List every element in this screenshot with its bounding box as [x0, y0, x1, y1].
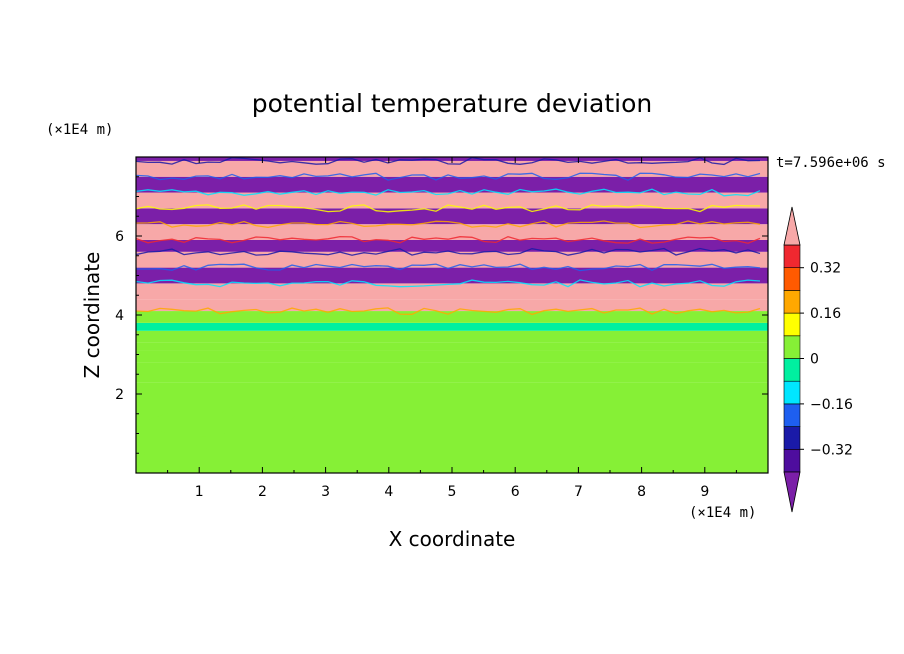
field-band-1 [136, 382, 768, 394]
field-band-15 [136, 192, 768, 209]
field-streak-12 [136, 235, 761, 244]
colorbar-label: 0.16 [810, 306, 841, 322]
x-tick-label: 9 [700, 484, 709, 500]
field-blob-9 [222, 402, 295, 427]
colorbar-segment [783, 358, 801, 382]
y-tick-label: 4 [115, 308, 124, 324]
colorbar-segment [783, 448, 801, 473]
colorbar-label: 0.32 [810, 261, 841, 277]
field-band-14 [136, 208, 768, 225]
field-streak-10 [136, 263, 761, 272]
x-axis-label: X coordinate [389, 527, 516, 551]
colorbar-extend-max [783, 206, 801, 246]
colorbar-label: −0.32 [810, 442, 853, 458]
field-streak-11 [136, 247, 761, 256]
x-tick-label: 1 [195, 484, 204, 500]
field-band-2 [136, 362, 768, 383]
field-band-11 [136, 251, 768, 268]
field-band-5 [136, 330, 768, 343]
field-band-10 [136, 267, 768, 284]
field-streak-13 [136, 220, 761, 229]
time-label: t=7.596e+06 s [776, 155, 886, 171]
colorbar-segment [783, 426, 801, 450]
field-streak-16 [136, 172, 761, 181]
plot-area [136, 157, 768, 473]
colorbar-segment [783, 290, 801, 314]
field-band-3 [136, 350, 768, 363]
field-streaks [136, 157, 761, 464]
colorbar-segment [783, 312, 801, 337]
field-streak-9 [136, 279, 761, 288]
x-tick-label: 2 [258, 484, 267, 500]
field-blob-11 [683, 406, 735, 431]
field-band-9 [136, 283, 768, 300]
x-tick-label: 4 [384, 484, 393, 500]
field-band-4 [136, 342, 768, 351]
field-blob-12 [549, 415, 640, 424]
colorbar-segment [783, 335, 801, 359]
field-streak-14 [136, 204, 760, 213]
field-blob-8 [144, 443, 212, 464]
field-band-17 [136, 160, 768, 177]
field-band-7 [136, 311, 768, 323]
y-axis-label: Z coordinate [80, 252, 104, 379]
colorbar-segment [783, 244, 801, 269]
field-band-8 [136, 299, 768, 312]
colorbar: 0.32 0.16 0 −0.16 −0.32 [783, 206, 853, 513]
field-streak-7 [136, 307, 761, 316]
colorbar-extend-min [783, 471, 801, 513]
field-streak-17 [136, 157, 761, 166]
y-axis-ticks: 2 4 6 [115, 176, 768, 454]
colorbar-label: 0 [810, 352, 819, 368]
field-streak-15 [136, 188, 761, 197]
x-tick-label: 7 [574, 484, 583, 500]
colorbar-segment [783, 403, 801, 427]
chart-title: potential temperature deviation [252, 89, 652, 118]
x-tick-label: 3 [321, 484, 330, 500]
y-unit-label: (×1E4 m) [46, 122, 113, 138]
colorbar-segment [783, 267, 801, 291]
field-band-12 [136, 239, 768, 252]
x-tick-label: 5 [448, 484, 457, 500]
x-axis-ticks: 1 2 3 4 5 6 7 8 9 [167, 157, 737, 500]
y-tick-label: 2 [115, 387, 124, 403]
field-band-6 [136, 322, 768, 331]
field-blob-2 [286, 427, 334, 438]
colorbar-segment [783, 380, 801, 405]
x-tick-label: 6 [511, 484, 520, 500]
y-tick-label: 6 [115, 229, 124, 245]
field-band-13 [136, 224, 768, 240]
colorbar-label: −0.16 [810, 397, 853, 413]
field-band-0 [136, 394, 768, 473]
field-blob-3 [555, 445, 585, 457]
field-blob-1 [272, 445, 307, 457]
field-bands [136, 157, 768, 473]
field-blob-13 [151, 410, 242, 437]
field-band-16 [136, 176, 768, 193]
x-unit-label: (×1E4 m) [689, 505, 756, 521]
field-blob-0 [350, 446, 400, 459]
field-blob-10 [328, 411, 392, 433]
x-tick-label: 8 [637, 484, 646, 500]
